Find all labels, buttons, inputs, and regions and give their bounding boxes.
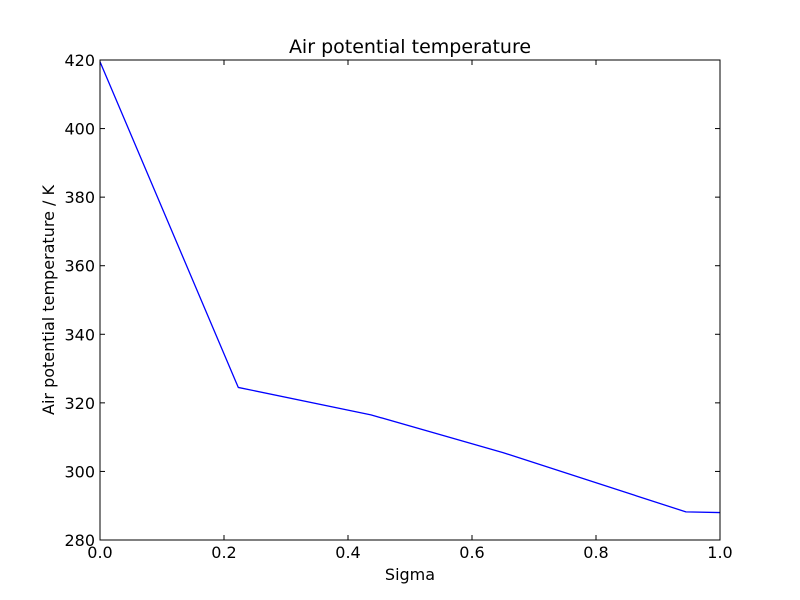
y-axis-label: Air potential temperature / K — [39, 185, 58, 415]
x-tick-label-2: 0.4 — [335, 543, 360, 562]
plot-frame — [99, 59, 721, 541]
y-tick-label-3: 340 — [64, 325, 95, 344]
series-line-0 — [99, 61, 721, 514]
plot-area — [99, 61, 721, 514]
y-tick-label-7: 420 — [64, 51, 95, 70]
y-tick-label-2: 320 — [64, 394, 95, 413]
x-tick-label-4: 0.8 — [583, 543, 608, 562]
x-tick-label-1: 0.2 — [211, 543, 236, 562]
chart-title: Air potential temperature — [289, 36, 531, 58]
y-tick-label-0: 280 — [64, 531, 95, 550]
axes: 0.0 0.2 0.4 0.6 0.8 1.0 280 300 320 340 360 380 400 4… — [64, 51, 732, 562]
x-axis-label: Sigma — [385, 565, 435, 584]
x-tick-label-0: 0.0 — [87, 543, 112, 562]
x-tick-label-3: 0.6 — [459, 543, 484, 562]
y-tick-label-4: 360 — [64, 257, 95, 276]
x-tick-label-5: 1.0 — [707, 543, 732, 562]
y-tick-label-6: 400 — [64, 120, 95, 139]
y-tick-label-1: 300 — [64, 462, 95, 481]
y-tick-label-5: 380 — [64, 188, 95, 207]
